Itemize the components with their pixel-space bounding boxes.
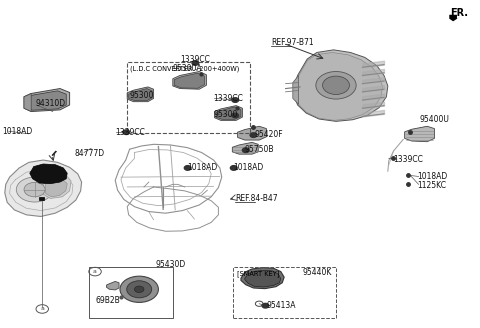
- Circle shape: [184, 166, 191, 170]
- Text: 1339CC: 1339CC: [180, 54, 210, 64]
- Polygon shape: [232, 142, 258, 154]
- Text: 95420F: 95420F: [254, 130, 283, 139]
- Text: 1018AD: 1018AD: [187, 163, 217, 172]
- Polygon shape: [245, 270, 281, 287]
- Text: a: a: [93, 269, 97, 274]
- Text: 94310D: 94310D: [36, 99, 66, 108]
- Text: 1018AD: 1018AD: [418, 172, 448, 181]
- Polygon shape: [293, 75, 299, 104]
- Polygon shape: [216, 107, 241, 119]
- Text: [SMART KEY]: [SMART KEY]: [237, 271, 279, 277]
- Text: 84777D: 84777D: [74, 149, 105, 158]
- Polygon shape: [30, 164, 67, 184]
- Text: 1339CC: 1339CC: [394, 154, 423, 164]
- Bar: [233, 267, 336, 318]
- Text: FR.: FR.: [450, 8, 468, 18]
- Text: 95440K: 95440K: [302, 268, 332, 277]
- Circle shape: [134, 286, 144, 293]
- Polygon shape: [24, 93, 31, 112]
- Polygon shape: [295, 52, 383, 120]
- Circle shape: [230, 166, 237, 170]
- Polygon shape: [46, 178, 67, 197]
- Text: 1018AD: 1018AD: [2, 127, 33, 136]
- Circle shape: [250, 133, 257, 137]
- Circle shape: [242, 148, 249, 153]
- Text: 95430D: 95430D: [156, 259, 186, 269]
- Text: 95300: 95300: [214, 110, 238, 119]
- Text: 95400U: 95400U: [420, 115, 450, 124]
- Text: 1339CC: 1339CC: [214, 94, 243, 103]
- Text: a: a: [40, 306, 44, 312]
- Polygon shape: [241, 268, 284, 289]
- Circle shape: [316, 72, 356, 99]
- Polygon shape: [39, 197, 44, 200]
- Polygon shape: [107, 281, 119, 290]
- Circle shape: [24, 182, 45, 197]
- Circle shape: [120, 276, 158, 302]
- Text: (L.D.C CONVERTER - 200+400W): (L.D.C CONVERTER - 200+400W): [130, 66, 240, 72]
- Text: 95750B: 95750B: [245, 145, 274, 154]
- Circle shape: [262, 303, 269, 308]
- Circle shape: [232, 113, 239, 118]
- Circle shape: [123, 130, 130, 134]
- Polygon shape: [129, 89, 152, 101]
- Polygon shape: [215, 106, 242, 120]
- Text: 1339CC: 1339CC: [115, 128, 145, 137]
- Text: REF.84-B47: REF.84-B47: [235, 194, 278, 203]
- Text: 1018AD: 1018AD: [233, 163, 263, 172]
- Bar: [127, 62, 250, 133]
- Polygon shape: [173, 72, 206, 89]
- Text: 95413A: 95413A: [266, 301, 296, 310]
- Text: 95300A: 95300A: [173, 64, 203, 73]
- Text: REF.97-B71: REF.97-B71: [271, 38, 314, 47]
- Polygon shape: [26, 91, 66, 110]
- Circle shape: [323, 76, 349, 94]
- Polygon shape: [238, 126, 266, 140]
- Polygon shape: [127, 87, 154, 102]
- Circle shape: [232, 98, 239, 102]
- Circle shape: [16, 177, 53, 202]
- Polygon shape: [449, 15, 461, 21]
- Polygon shape: [174, 73, 204, 88]
- Text: 95300: 95300: [130, 91, 154, 100]
- Circle shape: [192, 61, 199, 65]
- Circle shape: [127, 281, 152, 298]
- Text: 1125KC: 1125KC: [418, 181, 446, 190]
- Polygon shape: [294, 50, 388, 121]
- Polygon shape: [24, 89, 70, 112]
- Polygon shape: [52, 151, 57, 156]
- Polygon shape: [5, 160, 82, 216]
- Polygon shape: [43, 174, 71, 198]
- Polygon shape: [405, 126, 434, 142]
- Text: 69B2B: 69B2B: [96, 296, 121, 305]
- Bar: [89, 267, 173, 318]
